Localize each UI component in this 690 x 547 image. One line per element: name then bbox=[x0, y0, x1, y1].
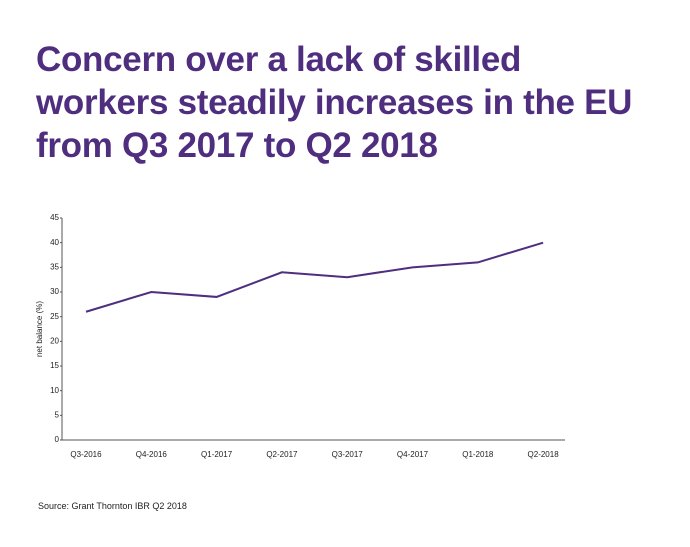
y-tick-label: 20 bbox=[50, 336, 59, 345]
y-tick-label: 5 bbox=[55, 410, 60, 419]
data-line bbox=[85, 241, 544, 313]
y-axis-label: net balance (%) bbox=[35, 301, 44, 357]
y-tick-label: 40 bbox=[50, 238, 59, 247]
y-tick-label: 0 bbox=[55, 435, 60, 444]
y-tick-label: 30 bbox=[50, 287, 59, 296]
chart-title: Concern over a lack of skilled workers s… bbox=[36, 40, 633, 165]
y-tick-label: 15 bbox=[50, 361, 59, 370]
x-tick-label: Q1-2017 bbox=[201, 450, 233, 459]
y-tick-label: 45 bbox=[50, 213, 59, 222]
x-tick-label: Q4-2017 bbox=[397, 450, 429, 459]
y-tick-label: 35 bbox=[50, 262, 59, 271]
x-tick-label: Q3-2017 bbox=[332, 450, 364, 459]
x-tick-label: Q1-2018 bbox=[462, 450, 494, 459]
x-tick-label: Q3-2016 bbox=[70, 450, 102, 459]
y-tick-label: 10 bbox=[50, 386, 59, 395]
y-tick-label: 25 bbox=[50, 312, 59, 321]
x-tick-label: Q2-2018 bbox=[528, 450, 560, 459]
x-tick-label: Q4-2016 bbox=[136, 450, 168, 459]
source-note: Source: Grant Thornton IBR Q2 2018 bbox=[38, 501, 187, 511]
x-tick-label: Q2-2017 bbox=[266, 450, 298, 459]
